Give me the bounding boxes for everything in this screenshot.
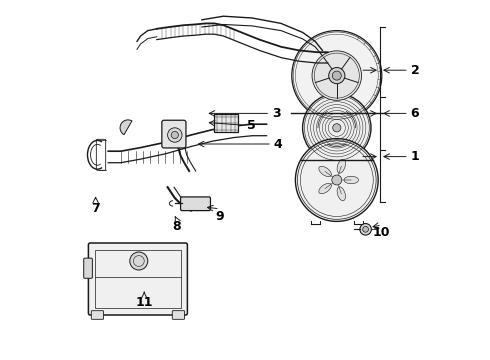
- FancyBboxPatch shape: [180, 197, 210, 211]
- Circle shape: [333, 124, 341, 132]
- Circle shape: [171, 131, 178, 139]
- Text: 5: 5: [247, 119, 256, 132]
- Text: 4: 4: [274, 138, 283, 150]
- Wedge shape: [120, 120, 132, 135]
- FancyBboxPatch shape: [91, 311, 103, 319]
- Circle shape: [312, 51, 362, 100]
- Circle shape: [130, 252, 148, 270]
- Circle shape: [332, 175, 342, 185]
- Ellipse shape: [319, 166, 331, 177]
- Ellipse shape: [344, 176, 359, 184]
- Circle shape: [295, 139, 378, 221]
- Text: 11: 11: [135, 296, 153, 309]
- Text: 7: 7: [91, 202, 100, 215]
- Text: 3: 3: [272, 107, 281, 120]
- Text: 2: 2: [411, 64, 419, 77]
- FancyBboxPatch shape: [172, 311, 185, 319]
- Text: 8: 8: [172, 220, 181, 233]
- Circle shape: [332, 71, 342, 80]
- FancyBboxPatch shape: [88, 243, 187, 315]
- Circle shape: [303, 94, 371, 162]
- Circle shape: [168, 128, 182, 142]
- Text: 1: 1: [411, 150, 419, 163]
- Circle shape: [363, 226, 368, 232]
- Circle shape: [329, 68, 345, 84]
- FancyBboxPatch shape: [162, 120, 186, 148]
- FancyBboxPatch shape: [84, 258, 92, 278]
- Circle shape: [292, 31, 382, 121]
- Circle shape: [360, 224, 371, 235]
- Text: 10: 10: [373, 226, 391, 239]
- Ellipse shape: [337, 187, 345, 201]
- FancyBboxPatch shape: [97, 139, 106, 170]
- Ellipse shape: [319, 183, 331, 194]
- FancyBboxPatch shape: [215, 114, 238, 132]
- Text: 6: 6: [411, 107, 419, 120]
- Ellipse shape: [337, 159, 345, 173]
- Text: 9: 9: [216, 210, 224, 222]
